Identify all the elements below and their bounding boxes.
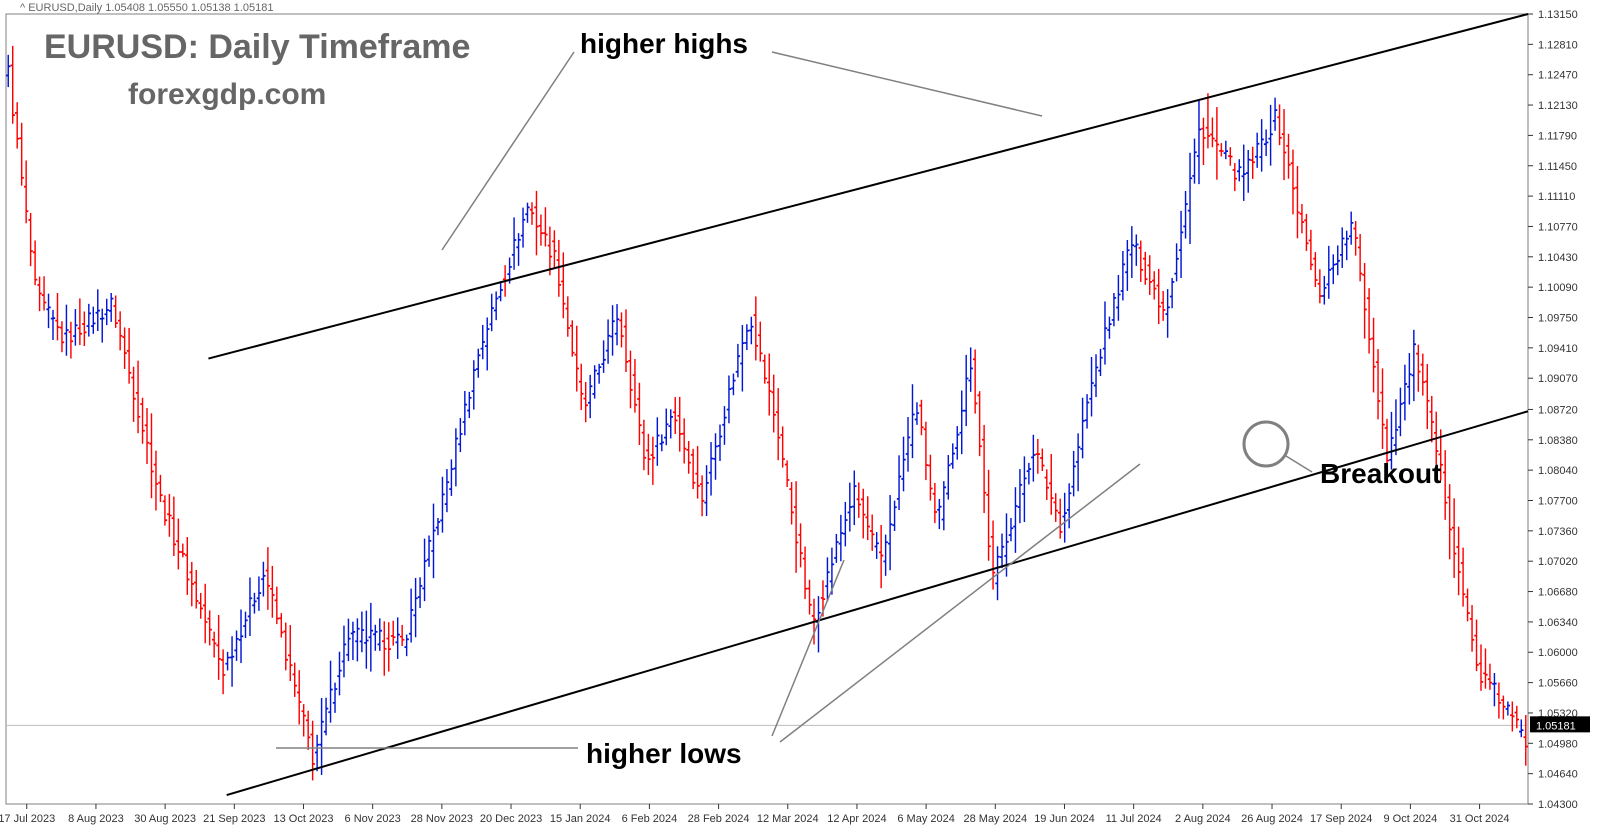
svg-text:1.10770: 1.10770 bbox=[1538, 221, 1578, 233]
svg-text:1.12470: 1.12470 bbox=[1538, 70, 1578, 82]
svg-text:1.11110: 1.11110 bbox=[1538, 191, 1575, 203]
svg-text:31 Oct 2024: 31 Oct 2024 bbox=[1450, 813, 1510, 825]
svg-text:1.09070: 1.09070 bbox=[1538, 373, 1578, 385]
svg-text:28 Feb 2024: 28 Feb 2024 bbox=[688, 813, 750, 825]
svg-text:20 Dec 2023: 20 Dec 2023 bbox=[480, 813, 542, 825]
svg-text:1.06000: 1.06000 bbox=[1538, 647, 1578, 659]
svg-text:1.12130: 1.12130 bbox=[1538, 100, 1578, 112]
svg-text:1.12810: 1.12810 bbox=[1538, 39, 1578, 51]
svg-text:1.05181: 1.05181 bbox=[1536, 720, 1576, 732]
svg-text:1.05660: 1.05660 bbox=[1538, 678, 1578, 690]
svg-text:13 Oct 2023: 13 Oct 2023 bbox=[274, 813, 334, 825]
svg-text:6 May 2024: 6 May 2024 bbox=[897, 813, 954, 825]
svg-text:30 Aug 2023: 30 Aug 2023 bbox=[134, 813, 196, 825]
svg-text:1.10430: 1.10430 bbox=[1538, 252, 1578, 264]
svg-text:1.06340: 1.06340 bbox=[1538, 617, 1578, 629]
price-chart: 1.043001.046401.049801.053201.056601.060… bbox=[0, 0, 1600, 829]
svg-text:12 Mar 2024: 12 Mar 2024 bbox=[757, 813, 819, 825]
svg-text:26 Aug 2024: 26 Aug 2024 bbox=[1241, 813, 1303, 825]
svg-text:17 Jul 2023: 17 Jul 2023 bbox=[0, 813, 55, 825]
svg-text:12 Apr 2024: 12 Apr 2024 bbox=[827, 813, 886, 825]
svg-text:1.08040: 1.08040 bbox=[1538, 465, 1578, 477]
svg-text:1.09750: 1.09750 bbox=[1538, 313, 1578, 325]
svg-text:1.11450: 1.11450 bbox=[1538, 161, 1577, 173]
svg-text:8 Aug 2023: 8 Aug 2023 bbox=[68, 813, 124, 825]
chart-container: ^ EURUSD,Daily 1.05408 1.05550 1.05138 1… bbox=[0, 0, 1600, 829]
svg-text:1.13150: 1.13150 bbox=[1538, 9, 1578, 21]
svg-text:1.08380: 1.08380 bbox=[1538, 435, 1578, 447]
svg-text:21 Sep 2023: 21 Sep 2023 bbox=[203, 813, 265, 825]
svg-text:28 Nov 2023: 28 Nov 2023 bbox=[411, 813, 473, 825]
svg-text:1.04980: 1.04980 bbox=[1538, 738, 1578, 750]
svg-text:1.07700: 1.07700 bbox=[1538, 495, 1578, 507]
svg-text:17 Sep 2024: 17 Sep 2024 bbox=[1310, 813, 1372, 825]
annotation-higher-lows: higher lows bbox=[586, 738, 742, 770]
svg-text:9 Oct 2024: 9 Oct 2024 bbox=[1383, 813, 1437, 825]
svg-text:1.06680: 1.06680 bbox=[1538, 587, 1578, 599]
annotation-higher-highs: higher highs bbox=[580, 28, 748, 60]
svg-text:1.04640: 1.04640 bbox=[1538, 769, 1578, 781]
svg-text:6 Feb 2024: 6 Feb 2024 bbox=[622, 813, 678, 825]
svg-text:1.09410: 1.09410 bbox=[1538, 343, 1578, 355]
svg-text:2 Aug 2024: 2 Aug 2024 bbox=[1175, 813, 1231, 825]
annotation-breakout: Breakout bbox=[1320, 458, 1441, 490]
svg-text:28 May 2024: 28 May 2024 bbox=[963, 813, 1027, 825]
svg-text:6 Nov 2023: 6 Nov 2023 bbox=[345, 813, 401, 825]
svg-text:1.11790: 1.11790 bbox=[1538, 130, 1577, 142]
svg-text:1.10090: 1.10090 bbox=[1538, 282, 1578, 294]
svg-text:1.08720: 1.08720 bbox=[1538, 404, 1578, 416]
svg-text:15 Jan 2024: 15 Jan 2024 bbox=[550, 813, 611, 825]
svg-text:1.04300: 1.04300 bbox=[1538, 799, 1578, 811]
svg-text:11 Jul 2024: 11 Jul 2024 bbox=[1106, 813, 1162, 825]
svg-text:1.07020: 1.07020 bbox=[1538, 556, 1578, 568]
svg-text:1.07360: 1.07360 bbox=[1538, 526, 1578, 538]
svg-text:19 Jun 2024: 19 Jun 2024 bbox=[1034, 813, 1095, 825]
